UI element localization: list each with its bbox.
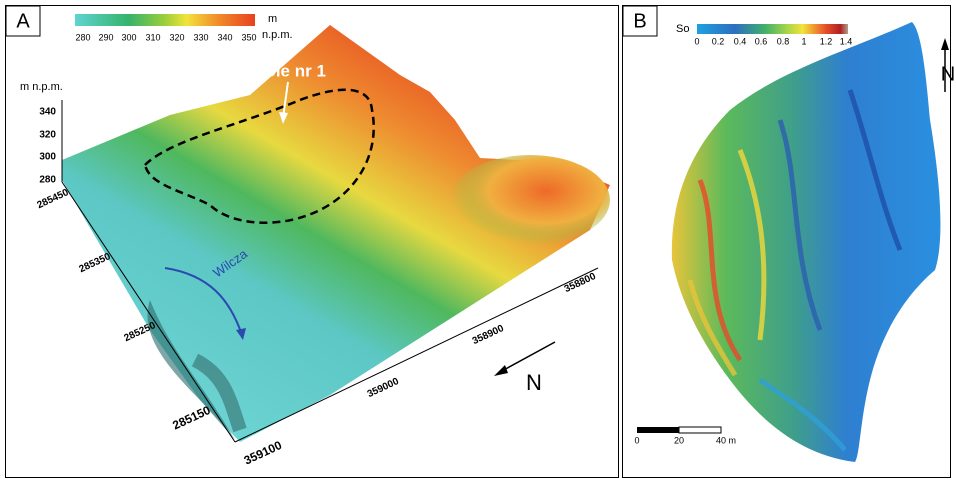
tick-label: 300	[39, 152, 56, 163]
terrain-hill	[450, 155, 610, 245]
tick-label: 280	[39, 175, 56, 186]
tick-label: 290	[98, 32, 113, 42]
tick-label: 1.2	[820, 36, 833, 46]
colorbar	[697, 24, 848, 34]
tick-label: 350	[241, 32, 256, 42]
z-axis-label: m n.p.m.	[20, 81, 63, 93]
tick-label: 0.6	[755, 36, 768, 46]
panel-label: B	[633, 10, 646, 32]
tick-label: 0.2	[712, 36, 725, 46]
tick-label: 340	[217, 32, 232, 42]
colorbar-unit-sub: n.p.m.	[262, 29, 293, 41]
field-label: Pole nr 1	[254, 61, 326, 80]
scale-bar-white	[679, 427, 721, 433]
scale-label: 20	[674, 435, 684, 445]
colorbar-title: So	[676, 23, 689, 35]
figure: A 280 290 300 310 320 330 340 350 m n.p.…	[0, 0, 956, 480]
scale-bar-black	[637, 427, 679, 433]
tick-label: 1.4	[840, 36, 853, 46]
tick-label: 320	[169, 32, 184, 42]
tick-label: 310	[145, 32, 160, 42]
north-label: N	[526, 370, 542, 395]
tick-label: 0	[694, 36, 699, 46]
tick-label: 330	[193, 32, 208, 42]
tick-label: 340	[39, 107, 56, 118]
scale-label: 40 m	[716, 435, 736, 445]
scale-label: 0	[634, 435, 639, 445]
tick-label: 0.4	[734, 36, 747, 46]
colorbar-unit: m	[268, 13, 277, 25]
tick-label: 320	[39, 130, 56, 141]
tick-label: 300	[121, 32, 136, 42]
tick-label: 280	[75, 32, 90, 42]
tick-label: 1	[801, 36, 806, 46]
colorbar	[75, 14, 255, 26]
panel-label: A	[16, 10, 30, 32]
north-label: N	[941, 63, 955, 85]
tick-label: 0.8	[777, 36, 790, 46]
